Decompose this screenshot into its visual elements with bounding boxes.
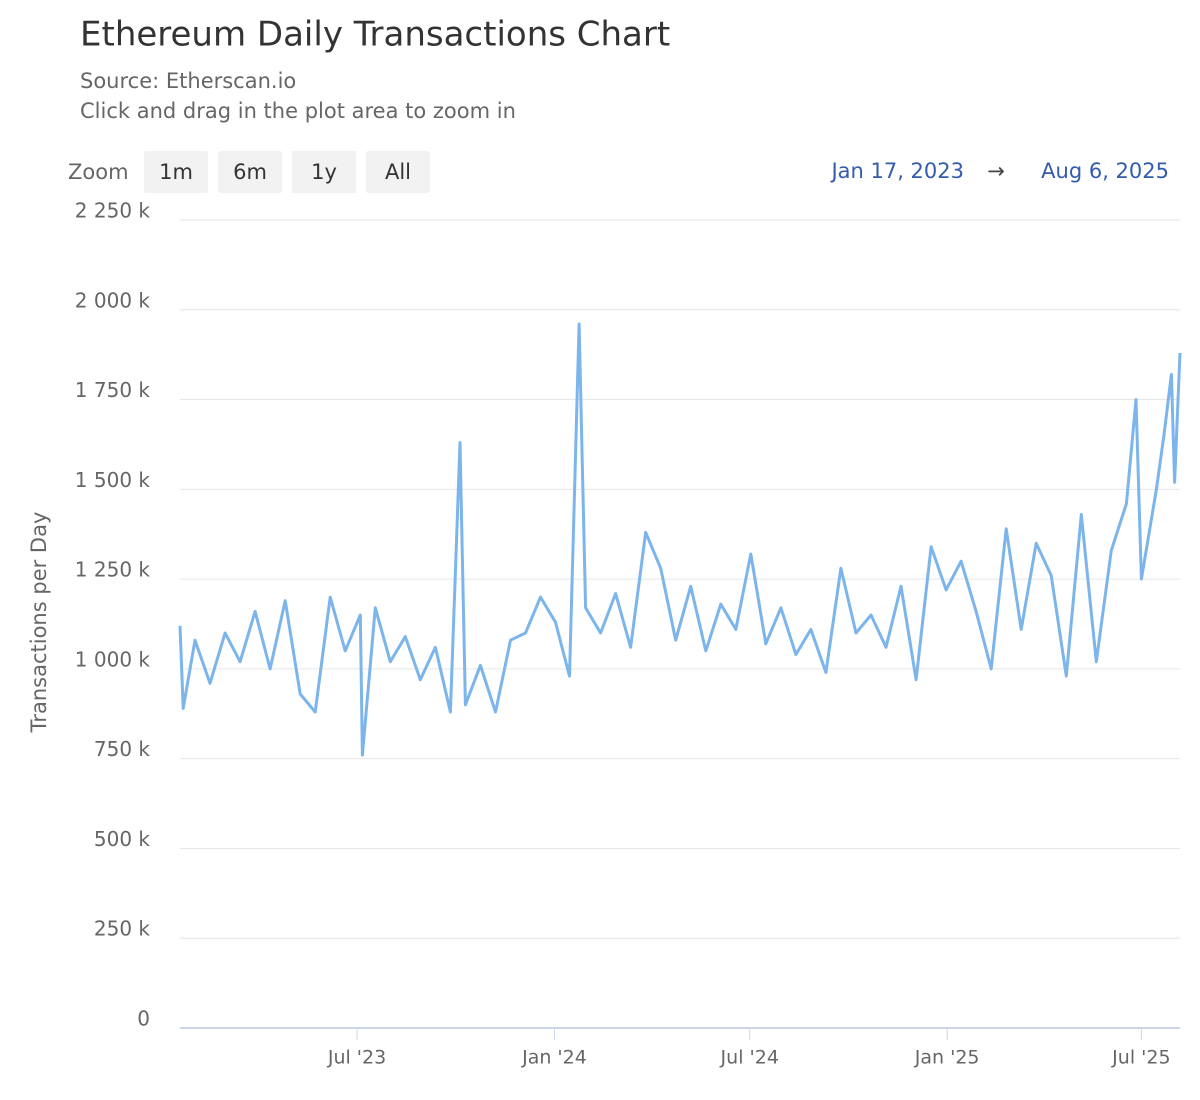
zoom-label: Zoom bbox=[68, 160, 129, 184]
zoom-button-label[interactable]: 6m bbox=[233, 160, 267, 184]
y-tick-label: 2 250 k bbox=[75, 199, 151, 223]
x-tick-label: Jul '24 bbox=[720, 1047, 779, 1069]
y-tick-label: 1 250 k bbox=[75, 558, 151, 582]
range-separator: → bbox=[987, 159, 1005, 183]
chart-subtitle: Click and drag in the plot area to zoom … bbox=[80, 99, 516, 123]
zoom-button-label[interactable]: All bbox=[385, 160, 411, 184]
y-tick-label: 2 000 k bbox=[75, 288, 151, 312]
y-tick-label: 500 k bbox=[94, 827, 151, 851]
x-tick-label: Jan '24 bbox=[521, 1047, 587, 1069]
y-tick-label: 1 500 k bbox=[75, 468, 151, 492]
zoom-button[interactable] bbox=[144, 151, 208, 193]
zoom-button[interactable] bbox=[366, 151, 430, 193]
y-tick-label: 1 750 k bbox=[75, 378, 151, 402]
y-axis-title: Transactions per Day bbox=[27, 512, 51, 734]
range-from[interactable]: Jan 17, 2023 bbox=[829, 159, 964, 183]
data-line bbox=[178, 322, 1182, 757]
zoom-button[interactable] bbox=[218, 151, 282, 193]
y-tick-label: 0 bbox=[137, 1007, 150, 1031]
range-to[interactable]: Aug 6, 2025 bbox=[1041, 159, 1169, 183]
y-tick-label: 1 000 k bbox=[75, 647, 151, 671]
zoom-button-label[interactable]: 1m bbox=[159, 160, 193, 184]
zoom-button-label[interactable]: 1y bbox=[311, 160, 337, 184]
y-tick-label: 750 k bbox=[94, 737, 151, 761]
zoom-button[interactable] bbox=[292, 151, 356, 193]
y-tick-label: 250 k bbox=[94, 917, 151, 941]
x-tick-label: Jul '25 bbox=[1111, 1047, 1170, 1069]
chart-subtitle: Source: Etherscan.io bbox=[80, 69, 296, 93]
x-tick-label: Jan '25 bbox=[914, 1047, 980, 1069]
x-tick-label: Jul '23 bbox=[327, 1047, 386, 1069]
chart-title: Ethereum Daily Transactions Chart bbox=[80, 15, 670, 55]
